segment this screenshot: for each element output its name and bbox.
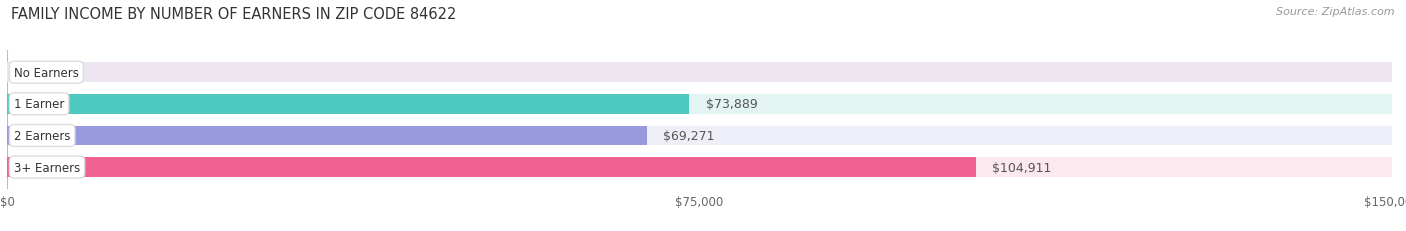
Text: $104,911: $104,911 <box>993 161 1052 174</box>
Bar <box>7 158 1392 177</box>
Bar <box>7 126 1392 146</box>
Text: No Earners: No Earners <box>14 66 79 79</box>
Text: 2 Earners: 2 Earners <box>14 129 70 142</box>
Bar <box>7 126 647 146</box>
Text: FAMILY INCOME BY NUMBER OF EARNERS IN ZIP CODE 84622: FAMILY INCOME BY NUMBER OF EARNERS IN ZI… <box>11 7 457 22</box>
Bar <box>7 95 689 114</box>
Bar <box>7 95 1392 114</box>
Text: 3+ Earners: 3+ Earners <box>14 161 80 174</box>
Text: 1 Earner: 1 Earner <box>14 98 65 111</box>
Text: Source: ZipAtlas.com: Source: ZipAtlas.com <box>1277 7 1395 17</box>
Bar <box>7 158 976 177</box>
Text: $69,271: $69,271 <box>664 129 714 142</box>
Text: $73,889: $73,889 <box>706 98 758 111</box>
Text: $0: $0 <box>24 66 39 79</box>
Bar <box>7 63 1392 83</box>
